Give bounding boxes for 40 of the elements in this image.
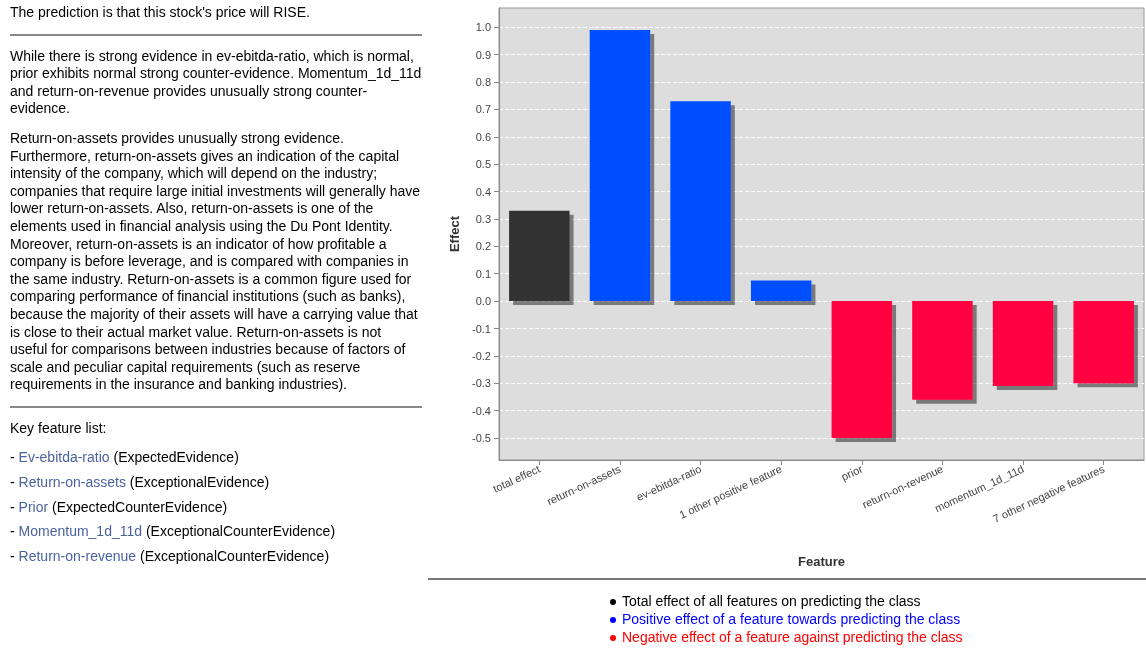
y-tick-label: 0.7 (475, 103, 491, 116)
bar (912, 301, 973, 400)
y-axis-title: Effect (447, 215, 462, 253)
text: - Ev-ebitda-ratio (ExpectedEvidence) (10, 449, 239, 466)
bar (670, 101, 731, 302)
bar (831, 301, 893, 439)
y-tick-label: 0.0 (475, 295, 491, 308)
text: - Momentum_1d_11d (ExceptionalCounterEvidence) (10, 523, 336, 540)
bar (509, 210, 570, 302)
x-tick-label: total effect (491, 462, 542, 495)
y-tick-label: 0.2 (475, 240, 491, 253)
y-tick-label: -0.4 (472, 404, 491, 417)
y-tick-label: 0.8 (475, 75, 491, 88)
y-tick-label: -0.3 (472, 377, 491, 390)
bar (1073, 301, 1134, 384)
y-tick-label: -0.5 (472, 432, 491, 445)
text: Key feature list: (10, 419, 108, 438)
text: Total effect of all features on predicting the class (622, 593, 921, 609)
y-tick-label: 0.6 (475, 130, 491, 143)
text: - Prior (ExpectedCounterEvidence) (10, 498, 228, 515)
bar (750, 280, 812, 302)
text: - Return-on-revenue (ExceptionalCounterEvidence) (10, 547, 330, 564)
text: While there is strong evidence in ev-ebitda-ratio, which is normal, prior exhibits normal strong counter-evidence. Momentum_1d_11d and return-on-revenue provides unusually strong counter-evidence. (10, 47, 422, 118)
x-axis-title: Feature (798, 554, 845, 569)
y-tick-label: 0.1 (475, 267, 491, 280)
y-tick-label: 0.3 (475, 212, 491, 225)
bar (992, 301, 1054, 387)
text: - Return-on-assets (ExceptionalEvidence) (10, 474, 270, 491)
bar (589, 29, 651, 302)
y-tick-label: 1.0 (475, 21, 491, 34)
y-tick-label: 0.9 (475, 48, 491, 61)
text: Positive effect of a feature towards predicting the class (622, 611, 961, 627)
text: The prediction is that this stock's price will RISE. (10, 4, 311, 22)
y-tick-label: -0.2 (472, 349, 491, 362)
y-tick-label: 0.5 (475, 158, 491, 171)
y-tick-label: 0.4 (475, 185, 491, 198)
text: Negative effect of a feature against predicting the class (622, 629, 963, 645)
x-tick-label: prior (839, 462, 865, 483)
y-tick-label: -0.1 (472, 322, 491, 335)
text: Return-on-assets provides unusually strong evidence. Furthermore, return-on-assets gives an indication of the capital intensity of the company, which will depend on the industry; companies that require large initial investments will generally have lower return-on-assets. Also, return-on-assets is one of the elements used in financial analysis using the Du Pont Identity. Moreover, return-on-assets is an indicator of how profitable a company is before leverage, and is compared with companies in the same industry. Return-on-assets is a common figure used for comparing performance of financial institutions (such as banks), because the majority of their assets will have a carrying value that is close to their actual market value. Return-on-assets is not useful for comparisons between industries because of factors of scale and peculiar capital requirements (such as reserve requirements in the insurance and banking industries). (10, 129, 421, 393)
